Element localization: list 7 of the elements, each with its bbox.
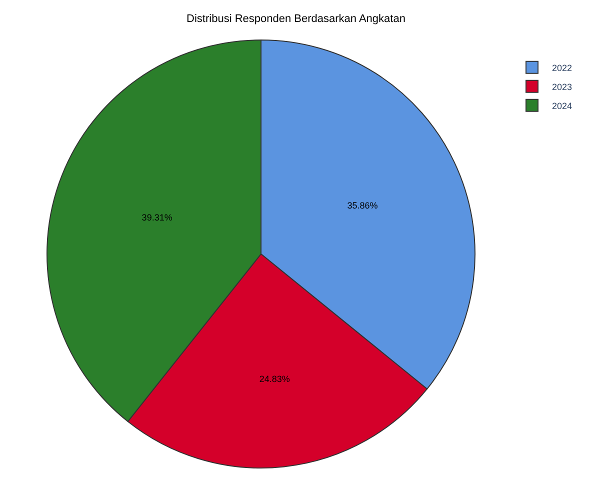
legend-label: 2023 [552,82,572,92]
chart-title: Distribusi Responden Berdasarkan Angkatan [186,13,406,26]
legend-label: 2024 [552,100,572,111]
data-label: 24.83% [259,374,290,384]
data-label: 35.86% [347,200,378,211]
legend-label: 2022 [552,62,572,73]
data-label: 39.31% [142,212,172,223]
